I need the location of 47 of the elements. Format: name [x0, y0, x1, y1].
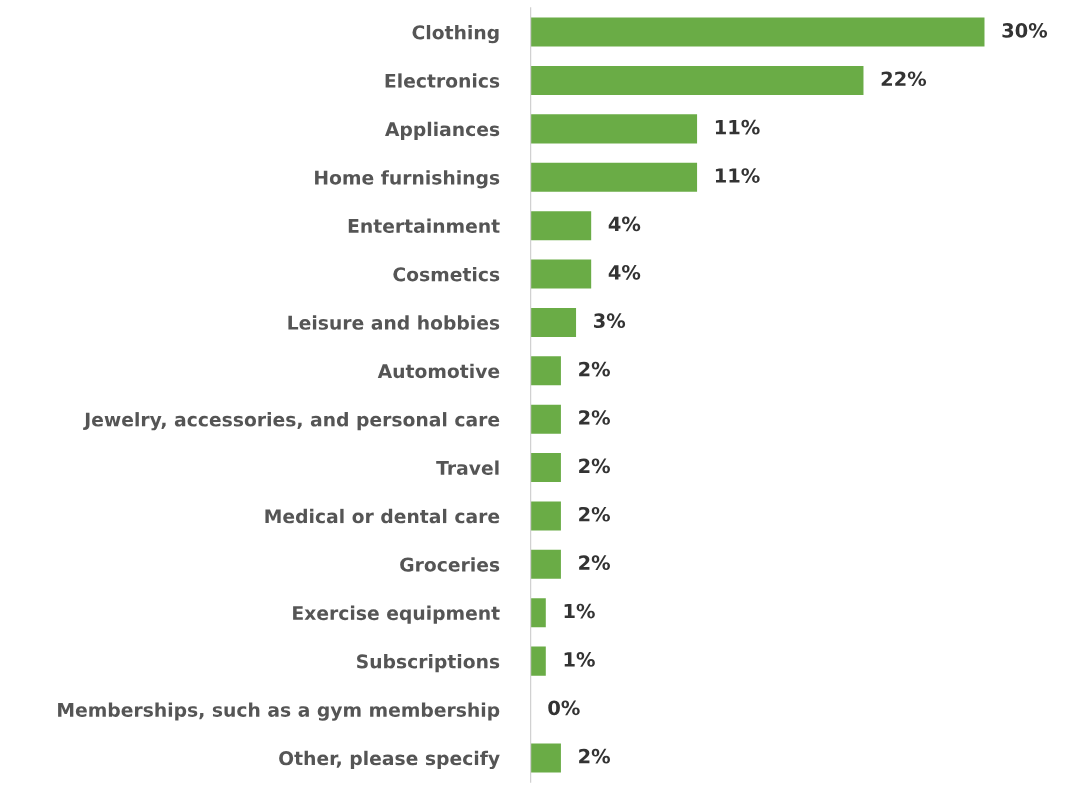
y-tick-label: Jewelry, accessories, and personal care	[83, 412, 500, 431]
bar	[530, 356, 561, 386]
y-tick-label: Other, please specify	[279, 750, 500, 770]
y-tick-label: Travel	[436, 460, 499, 475]
bar	[530, 307, 577, 337]
y-tick-label: Subscriptions	[357, 654, 500, 673]
y-tick-label: Medical or dental care	[265, 508, 500, 524]
y-tick-label: Leisure and hobbies	[288, 315, 500, 330]
data-label: 4%	[608, 264, 641, 280]
data-label: 2%	[579, 506, 610, 522]
y-tick-label: Appliances	[385, 121, 500, 140]
data-label: 3%	[594, 313, 626, 329]
bar	[530, 162, 698, 192]
y-tick-label: Cosmetics	[393, 266, 500, 282]
data-label: 4%	[608, 216, 641, 232]
data-label: 1%	[564, 652, 595, 667]
bar	[530, 211, 592, 241]
bar	[530, 17, 985, 47]
data-label: 1%	[564, 603, 595, 619]
data-label: 30%	[1002, 23, 1048, 38]
y-tick-label: Clothing	[412, 24, 499, 44]
bar	[530, 65, 864, 95]
y-tick-label: Electronics	[385, 73, 500, 88]
data-label: 22%	[881, 71, 927, 87]
bar	[530, 743, 561, 773]
data-label: 11%	[715, 119, 760, 135]
data-label: 2%	[579, 410, 610, 425]
y-tick-label: Exercise equipment	[293, 605, 500, 624]
data-label: 2%	[579, 555, 610, 570]
bar	[530, 453, 561, 483]
data-label: 2%	[579, 748, 610, 764]
y-tick-label: Memberships, such as a gym membership	[58, 702, 500, 721]
bar	[530, 114, 698, 144]
y-tick-label: Entertainment	[348, 218, 500, 234]
bar	[530, 404, 561, 434]
y-tick-label: Home furnishings	[315, 170, 500, 189]
y-tick-label: Groceries	[400, 557, 500, 572]
data-label: 0%	[548, 700, 580, 716]
bar	[530, 259, 592, 289]
bar	[530, 501, 561, 531]
data-label: 2%	[579, 361, 610, 377]
bar	[530, 549, 561, 579]
y-tick-label: Automotive	[377, 363, 500, 379]
data-label: 2%	[579, 458, 610, 474]
bar	[530, 646, 546, 676]
bar	[530, 598, 546, 628]
data-label: 11%	[715, 168, 760, 183]
